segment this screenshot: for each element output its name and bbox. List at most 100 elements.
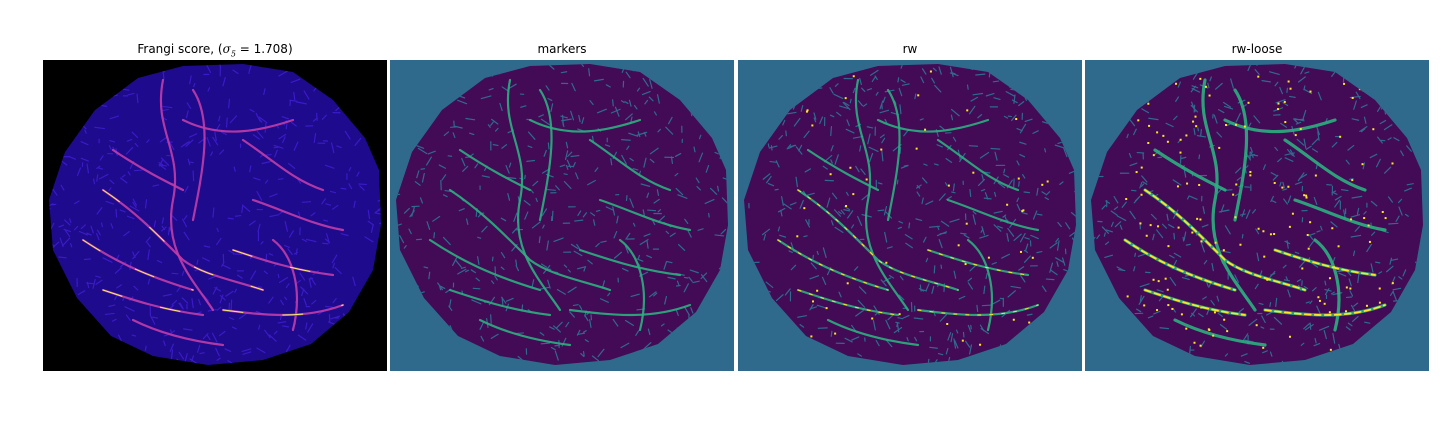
- texture-stroke: [1311, 148, 1319, 153]
- highlight-speck: [1301, 267, 1304, 270]
- texture-stroke: [576, 266, 587, 270]
- highlight-speck: [1289, 87, 1292, 90]
- highlight-speck: [1323, 302, 1326, 305]
- texture-stroke: [219, 294, 224, 304]
- texture-stroke: [810, 306, 818, 310]
- highlight-speck: [964, 263, 967, 266]
- texture-stroke: [1357, 273, 1360, 284]
- texture-stroke: [80, 224, 86, 230]
- texture-stroke: [1304, 324, 1314, 331]
- texture-stroke: [860, 168, 866, 175]
- texture-stroke: [897, 77, 900, 83]
- texture-stroke: [931, 285, 935, 294]
- highlight-speck: [1199, 77, 1202, 80]
- texture-stroke: [144, 199, 148, 209]
- texture-stroke: [852, 87, 856, 94]
- texture-stroke: [573, 250, 583, 257]
- texture-stroke: [222, 76, 226, 87]
- texture-stroke: [1316, 230, 1321, 233]
- texture-stroke: [216, 306, 222, 311]
- texture-stroke: [196, 259, 199, 265]
- texture-stroke: [708, 212, 710, 218]
- highlight-speck: [1164, 277, 1167, 280]
- texture-stroke: [505, 297, 514, 302]
- texture-stroke: [268, 253, 274, 256]
- highlight-speck: [1331, 227, 1334, 230]
- texture-stroke: [1388, 222, 1399, 225]
- texture-stroke: [1331, 190, 1337, 194]
- highlight-speck: [1361, 163, 1364, 166]
- texture-stroke: [861, 87, 866, 93]
- texture-stroke: [932, 67, 937, 72]
- texture-stroke: [68, 155, 77, 160]
- texture-stroke: [252, 134, 260, 140]
- highlight-speck: [929, 70, 932, 73]
- vessel-path: [1233, 88, 1249, 222]
- texture-stroke: [465, 117, 476, 121]
- highlight-speck: [1329, 348, 1332, 351]
- texture-stroke: [313, 133, 317, 143]
- texture-stroke: [1190, 85, 1197, 93]
- texture-stroke: [1406, 183, 1414, 186]
- texture-stroke: [281, 116, 290, 120]
- texture-stroke: [1036, 250, 1043, 254]
- texture-stroke: [914, 93, 917, 100]
- texture-stroke: [1261, 80, 1271, 83]
- texture-stroke: [884, 118, 888, 124]
- texture-stroke: [675, 309, 679, 317]
- texture-stroke: [674, 172, 679, 177]
- highlight-speck: [1019, 250, 1022, 253]
- texture-stroke: [647, 328, 651, 336]
- texture-stroke: [833, 93, 844, 100]
- texture-stroke: [1294, 181, 1303, 185]
- texture-stroke: [1324, 288, 1330, 296]
- texture-stroke: [1297, 172, 1305, 182]
- texture-stroke: [1019, 123, 1027, 134]
- texture-stroke: [683, 276, 689, 279]
- vessel-path: [191, 88, 206, 222]
- texture-stroke: [1018, 181, 1020, 187]
- texture-stroke: [880, 279, 887, 287]
- texture-stroke: [301, 238, 308, 242]
- texture-stroke: [170, 329, 172, 334]
- texture-stroke: [297, 334, 307, 341]
- highlight-speck: [1126, 295, 1129, 298]
- texture-stroke: [1404, 213, 1409, 217]
- texture-stroke: [185, 110, 189, 119]
- texture-stroke: [300, 286, 309, 295]
- texture-stroke: [1348, 278, 1352, 287]
- texture-stroke: [993, 191, 997, 197]
- texture-stroke: [569, 311, 575, 318]
- vessel-highlight: [232, 249, 334, 276]
- texture-stroke: [955, 329, 959, 334]
- highlight-speck: [1218, 146, 1221, 149]
- highlight-speck: [1303, 194, 1306, 197]
- texture-stroke: [616, 215, 619, 224]
- texture-stroke: [1197, 127, 1200, 132]
- texture-stroke: [1068, 170, 1075, 174]
- frangi-title-suffix: = 1.708): [235, 42, 293, 56]
- texture-stroke: [546, 64, 555, 70]
- texture-stroke: [592, 219, 596, 226]
- texture-stroke: [1296, 138, 1305, 146]
- texture-stroke: [896, 322, 899, 328]
- texture-stroke: [1360, 104, 1368, 109]
- texture-stroke: [977, 178, 985, 187]
- texture-stroke: [458, 208, 465, 212]
- texture-stroke: [570, 154, 580, 158]
- texture-stroke: [600, 240, 607, 243]
- texture-stroke: [490, 333, 499, 340]
- texture-stroke: [1224, 353, 1229, 357]
- texture-stroke: [698, 152, 704, 163]
- texture-stroke: [1126, 133, 1129, 139]
- texture-stroke: [642, 209, 645, 216]
- texture-stroke: [249, 165, 252, 173]
- texture-stroke: [1282, 181, 1285, 189]
- texture-stroke: [578, 114, 581, 123]
- texture-stroke: [241, 204, 251, 213]
- texture-stroke: [169, 343, 175, 352]
- texture-stroke: [1030, 234, 1039, 240]
- texture-stroke: [83, 258, 92, 261]
- texture-stroke: [1398, 206, 1403, 216]
- texture-stroke: [403, 244, 407, 249]
